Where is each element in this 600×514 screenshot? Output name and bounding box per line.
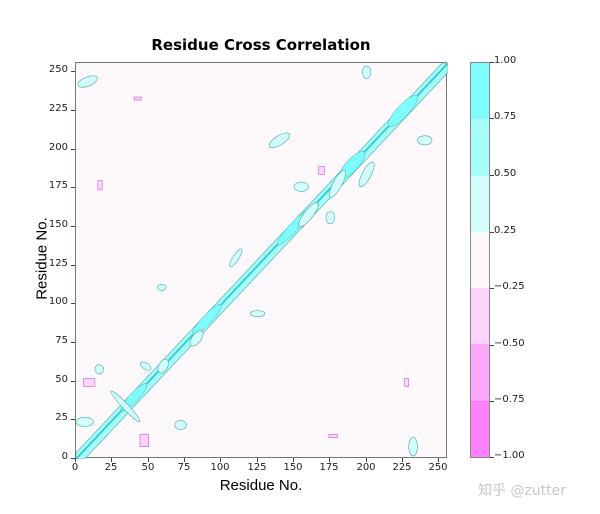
x-tick-label: 150 bbox=[283, 462, 303, 473]
y-tick-label: 225 bbox=[48, 103, 68, 114]
x-tick-label: 175 bbox=[319, 462, 339, 473]
y-tick-label: 125 bbox=[48, 258, 68, 269]
y-tick-label: 250 bbox=[48, 64, 68, 75]
colorbar-segment bbox=[471, 119, 489, 176]
y-tick-mark bbox=[71, 303, 75, 304]
colorbar-tick-label: 1.00 bbox=[494, 55, 517, 66]
y-tick-mark bbox=[71, 187, 75, 188]
x-tick-label: 50 bbox=[141, 462, 155, 473]
colorbar-tick-label: 0.75 bbox=[494, 111, 517, 122]
x-tick-label: 100 bbox=[210, 462, 230, 473]
colorbar-tick-mark bbox=[490, 232, 494, 233]
y-tick-mark bbox=[71, 149, 75, 150]
y-tick-label: 0 bbox=[61, 451, 68, 462]
negative-clusters bbox=[82, 96, 410, 447]
colorbar-segment bbox=[471, 288, 489, 345]
colorbar-segment bbox=[471, 175, 489, 232]
colorbar-segment bbox=[471, 400, 489, 457]
y-axis-label: Residue No. bbox=[33, 217, 51, 300]
colorbar-tick-label: −0.50 bbox=[494, 338, 525, 349]
y-tick-mark bbox=[71, 71, 75, 72]
x-tick-mark bbox=[366, 458, 367, 462]
watermark: 知乎 @zutter bbox=[478, 483, 567, 499]
contour-plot bbox=[76, 63, 448, 459]
y-tick-label: 200 bbox=[48, 142, 68, 153]
x-tick-label: 250 bbox=[428, 462, 448, 473]
x-tick-mark bbox=[148, 458, 149, 462]
colorbar-tick-mark bbox=[490, 401, 494, 402]
colorbar-tick-label: 0.50 bbox=[494, 168, 517, 179]
colorbar-segment bbox=[471, 344, 489, 401]
x-tick-label: 225 bbox=[392, 462, 412, 473]
y-tick-label: 100 bbox=[48, 296, 68, 307]
y-tick-label: 50 bbox=[55, 374, 68, 385]
y-tick-mark bbox=[71, 226, 75, 227]
y-tick-mark bbox=[71, 265, 75, 266]
x-axis-label: Residue No. bbox=[219, 477, 303, 494]
y-tick-mark bbox=[71, 342, 75, 343]
x-tick-mark bbox=[220, 458, 221, 462]
colorbar-tick-mark bbox=[490, 457, 494, 458]
colorbar-tick-mark bbox=[490, 345, 494, 346]
x-tick-label: 200 bbox=[356, 462, 376, 473]
colorbar-tick-label: 0.25 bbox=[494, 225, 517, 236]
y-tick-mark bbox=[71, 110, 75, 111]
colorbar bbox=[470, 62, 490, 458]
x-tick-mark bbox=[293, 458, 294, 462]
chart-title: Residue Cross Correlation bbox=[151, 36, 371, 54]
x-tick-mark bbox=[111, 458, 112, 462]
colorbar-segment bbox=[471, 231, 489, 289]
x-tick-mark bbox=[257, 458, 258, 462]
y-tick-label: 75 bbox=[55, 335, 68, 346]
diagonal-band bbox=[76, 63, 448, 459]
x-tick-mark bbox=[75, 458, 76, 462]
y-tick-label: 25 bbox=[55, 412, 68, 423]
x-tick-mark bbox=[438, 458, 439, 462]
x-tick-label: 0 bbox=[71, 462, 79, 473]
x-tick-mark bbox=[402, 458, 403, 462]
x-tick-label: 75 bbox=[177, 462, 191, 473]
y-tick-mark bbox=[71, 419, 75, 420]
positive-clusters bbox=[76, 65, 433, 457]
y-tick-mark bbox=[71, 458, 75, 459]
x-tick-mark bbox=[329, 458, 330, 462]
colorbar-tick-mark bbox=[490, 62, 494, 63]
x-tick-label: 25 bbox=[104, 462, 118, 473]
y-tick-label: 150 bbox=[48, 219, 68, 230]
x-tick-label: 125 bbox=[247, 462, 267, 473]
y-tick-mark bbox=[71, 381, 75, 382]
colorbar-tick-label: −1.00 bbox=[494, 450, 525, 461]
contour-plot-area bbox=[75, 62, 448, 459]
colorbar-tick-label: −0.75 bbox=[494, 394, 525, 405]
colorbar-tick-label: −0.25 bbox=[494, 281, 525, 292]
colorbar-tick-mark bbox=[490, 288, 494, 289]
y-tick-label: 175 bbox=[48, 180, 68, 191]
x-tick-mark bbox=[184, 458, 185, 462]
colorbar-tick-mark bbox=[490, 118, 494, 119]
colorbar-segment bbox=[471, 63, 489, 120]
colorbar-tick-mark bbox=[490, 175, 494, 176]
